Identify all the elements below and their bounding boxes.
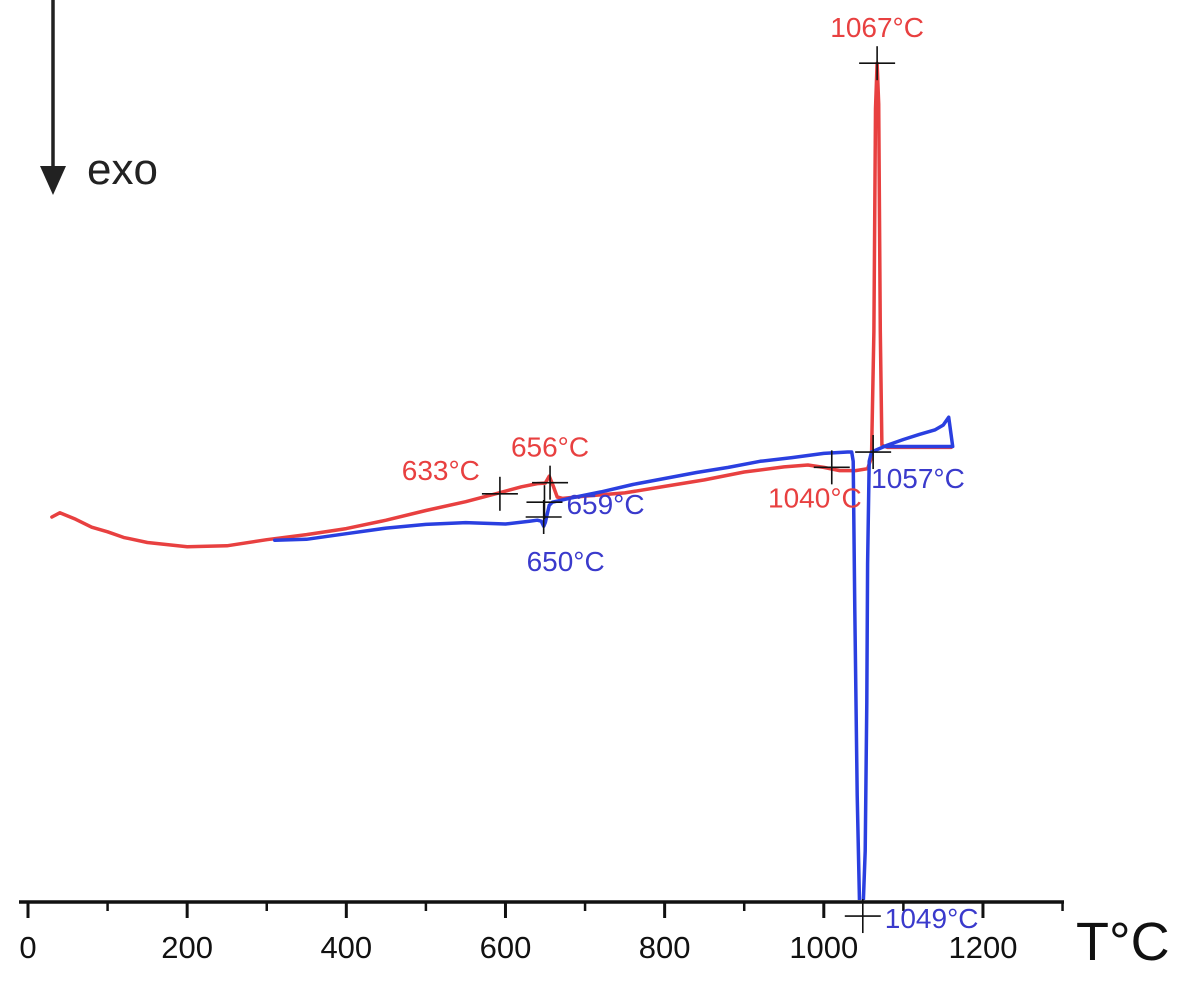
annotation-label-1057: 1057°C [871,463,965,494]
annotation-crosshair-icon [855,435,892,470]
series-line-cooling [272,415,955,900]
x-tick-label: 1200 [948,930,1017,965]
x-tick-label: 200 [161,930,213,965]
x-tick-label: 0 [19,930,36,965]
annotation-crosshair-icon [525,500,562,534]
x-tick-label: 600 [480,930,532,965]
annotation-label-1067: 1067°C [830,12,924,43]
annotation-crosshair-icon [844,899,881,934]
annotation-crosshair-icon [859,46,896,81]
annotation-label-659: 659°C [566,489,644,520]
annotation-label-1049: 1049°C [885,903,979,934]
annotation-label-650: 650°C [527,546,605,577]
annotation-labels: 1067°C 656°C 633°C 1040°C 659°C 650°C 10… [402,12,979,934]
exo-arrow-down-icon [40,166,66,195]
annotation-crosshair-icon [813,450,850,485]
x-axis-title: T°C [1076,912,1170,972]
x-axis-minor-ticks [106,902,1064,911]
x-tick-label: 800 [639,930,691,965]
x-tick-label: 400 [320,930,372,965]
annotation-crosshair-icon [481,476,518,511]
annotation-markers [481,46,896,934]
annotation-label-633: 633°C [402,455,480,486]
exo-indicator: exo [40,0,158,195]
x-axis-major-ticks [26,902,985,918]
annotation-label-1040: 1040°C [768,482,862,513]
x-axis-tick-labels: 0 200 400 600 800 1000 1200 [19,930,1017,965]
exo-label: exo [87,145,158,194]
series-line-heating [50,61,953,549]
annotation-label-656: 656°C [511,432,589,463]
x-tick-label: 1000 [789,930,858,965]
annotation-crosshair-icon [532,465,569,500]
